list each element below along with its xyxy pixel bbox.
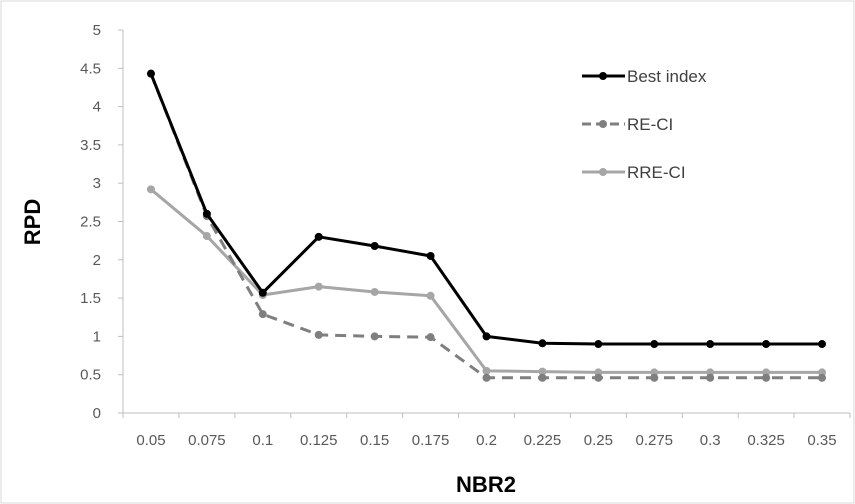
legend-label: RRE-CI bbox=[627, 163, 686, 182]
y-axis-title: RPD bbox=[20, 199, 45, 245]
data-point bbox=[650, 340, 659, 349]
x-tick-label: 0.125 bbox=[300, 432, 338, 449]
x-tick-label: 0.075 bbox=[188, 432, 226, 449]
data-point bbox=[762, 373, 771, 382]
x-tick-label: 0.15 bbox=[360, 432, 389, 449]
legend-item: RRE-CI bbox=[582, 163, 686, 182]
x-tick-label: 0.05 bbox=[136, 432, 165, 449]
data-point bbox=[258, 310, 267, 319]
legend-label: RE-CI bbox=[627, 115, 673, 134]
data-point bbox=[706, 373, 715, 382]
y-tick-label: 4 bbox=[93, 99, 101, 116]
data-point bbox=[202, 232, 211, 241]
data-point bbox=[538, 373, 547, 382]
data-point bbox=[538, 339, 547, 348]
legend-swatch-marker bbox=[599, 120, 607, 128]
x-tick-label: 0.2 bbox=[476, 432, 497, 449]
y-tick-label: 3.5 bbox=[80, 137, 101, 154]
legend-swatch-marker bbox=[599, 72, 607, 80]
data-point bbox=[538, 367, 547, 376]
y-tick-label: 4.5 bbox=[80, 60, 101, 77]
data-point bbox=[370, 332, 379, 341]
legend-swatch-marker bbox=[599, 168, 607, 176]
data-point bbox=[370, 242, 379, 251]
x-tick-label: 0.325 bbox=[747, 432, 785, 449]
data-point bbox=[706, 340, 715, 349]
legend-label: Best index bbox=[627, 67, 707, 86]
data-point bbox=[202, 209, 211, 218]
data-point bbox=[818, 340, 827, 349]
x-tick-label: 0.225 bbox=[524, 432, 562, 449]
legend-item: RE-CI bbox=[582, 115, 673, 134]
data-point bbox=[594, 340, 603, 349]
y-tick-label: 1.5 bbox=[80, 290, 101, 307]
series-layer bbox=[146, 69, 827, 382]
data-point bbox=[370, 287, 379, 296]
y-tick-labels: 0 0.5 1 1.5 2 2.5 3 3.5 4 4.5 5 bbox=[80, 22, 101, 422]
data-point bbox=[146, 185, 155, 194]
data-point bbox=[146, 69, 155, 78]
data-point bbox=[314, 330, 323, 339]
data-point bbox=[482, 366, 491, 375]
y-tick-label: 5 bbox=[93, 22, 101, 39]
data-point bbox=[314, 232, 323, 241]
y-tick-label: 2 bbox=[93, 252, 101, 269]
y-tick-label: 2.5 bbox=[80, 214, 101, 231]
data-point bbox=[426, 291, 435, 300]
legend: Best index RE-CI RRE-CI bbox=[582, 67, 707, 182]
x-tick-label: 0.35 bbox=[807, 432, 836, 449]
x-tick-label: 0.3 bbox=[700, 432, 721, 449]
y-tick-label: 1 bbox=[93, 328, 101, 345]
data-point bbox=[594, 373, 603, 382]
y-tick-label: 0 bbox=[93, 405, 101, 422]
x-tick-label: 0.275 bbox=[635, 432, 673, 449]
y-tick-label: 0.5 bbox=[80, 367, 101, 384]
x-tick-label: 0.25 bbox=[584, 432, 613, 449]
x-tick-labels: 0.05 0.075 0.1 0.125 0.15 0.175 0.2 0.225 0.25 0.… bbox=[136, 432, 836, 449]
y-tick-label: 3 bbox=[93, 175, 101, 192]
data-point bbox=[818, 373, 827, 382]
x-tick-label: 0.1 bbox=[252, 432, 273, 449]
data-point bbox=[650, 373, 659, 382]
data-point bbox=[482, 332, 491, 341]
data-point bbox=[314, 282, 323, 291]
data-point bbox=[762, 340, 771, 349]
x-tick-label: 0.175 bbox=[412, 432, 450, 449]
data-point bbox=[258, 288, 267, 297]
series-best-index bbox=[146, 69, 827, 349]
legend-item: Best index bbox=[582, 67, 707, 86]
data-point bbox=[426, 333, 435, 342]
x-axis-title: NBR2 bbox=[456, 472, 516, 497]
axes bbox=[118, 29, 851, 418]
data-point bbox=[426, 251, 435, 260]
data-point bbox=[482, 373, 491, 382]
